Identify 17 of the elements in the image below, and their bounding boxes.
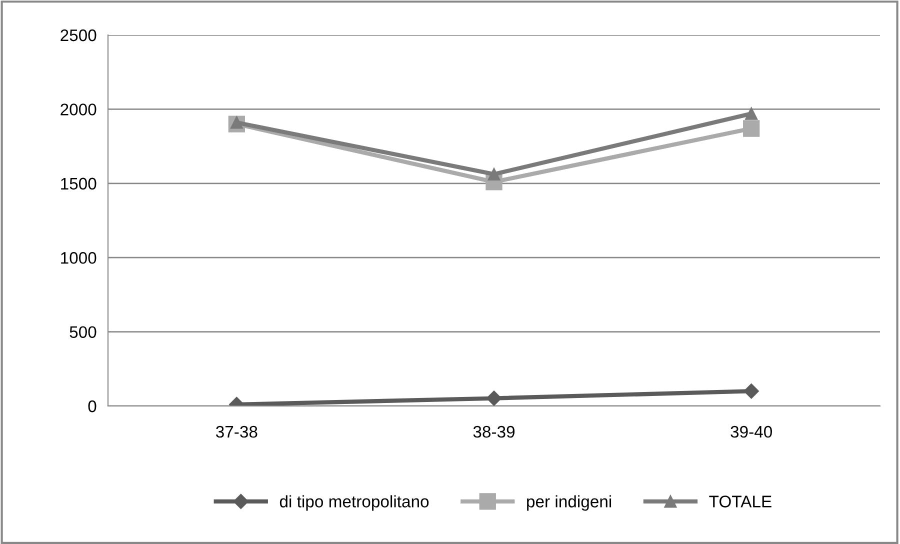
point	[745, 107, 758, 120]
y-tick-label: 500	[70, 326, 96, 338]
legend-label: di tipo metropolitano	[280, 495, 429, 511]
point	[488, 168, 500, 180]
legend-label: TOTALE	[709, 496, 772, 508]
point	[744, 384, 759, 399]
y-tick-label: 2000	[60, 104, 96, 116]
legend-label: per indigeni	[527, 495, 612, 511]
y-tick-label: 1500	[61, 178, 96, 190]
x-tick-label: 37-38	[216, 426, 258, 438]
x-tick-label: 39-40	[730, 426, 772, 438]
y-tick-label: 1000	[61, 252, 96, 264]
y-tick-label: 0	[88, 400, 96, 412]
point	[486, 390, 502, 406]
point	[743, 120, 760, 137]
y-tick-label: 2500	[60, 29, 96, 42]
x-tick-label: 38-39	[473, 426, 515, 438]
